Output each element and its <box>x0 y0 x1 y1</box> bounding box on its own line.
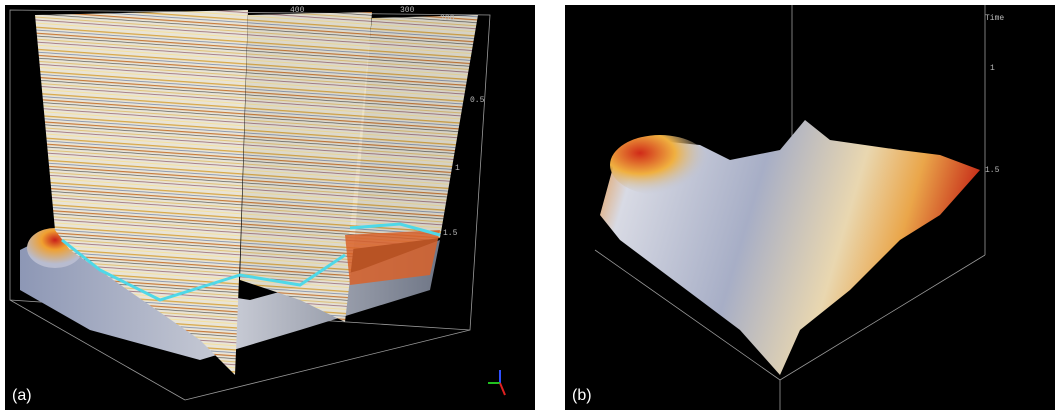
axis-label: Time <box>985 14 1004 23</box>
panel-label: (a) <box>12 387 32 404</box>
axis-label: 1.5 <box>985 166 1000 175</box>
axis-label: 300 <box>400 6 415 15</box>
axis-label: 400 <box>290 6 305 15</box>
axis-label: 1.5 <box>443 229 458 238</box>
axis-label: 1 <box>455 164 460 173</box>
panel-b: Time 1 1.5 (b) <box>565 5 1055 410</box>
axis-label: 1 <box>990 64 995 73</box>
panel-a: 400 300 200 0.5 1 1.5 (a) <box>5 5 535 410</box>
axis-label: 0.5 <box>470 96 485 105</box>
axis-label: 200 <box>440 14 455 23</box>
horizon-peak <box>610 135 710 195</box>
panel-label: (b) <box>572 387 592 404</box>
figure: 400 300 200 0.5 1 1.5 (a) Time 1 1.5 (b) <box>0 0 1060 410</box>
